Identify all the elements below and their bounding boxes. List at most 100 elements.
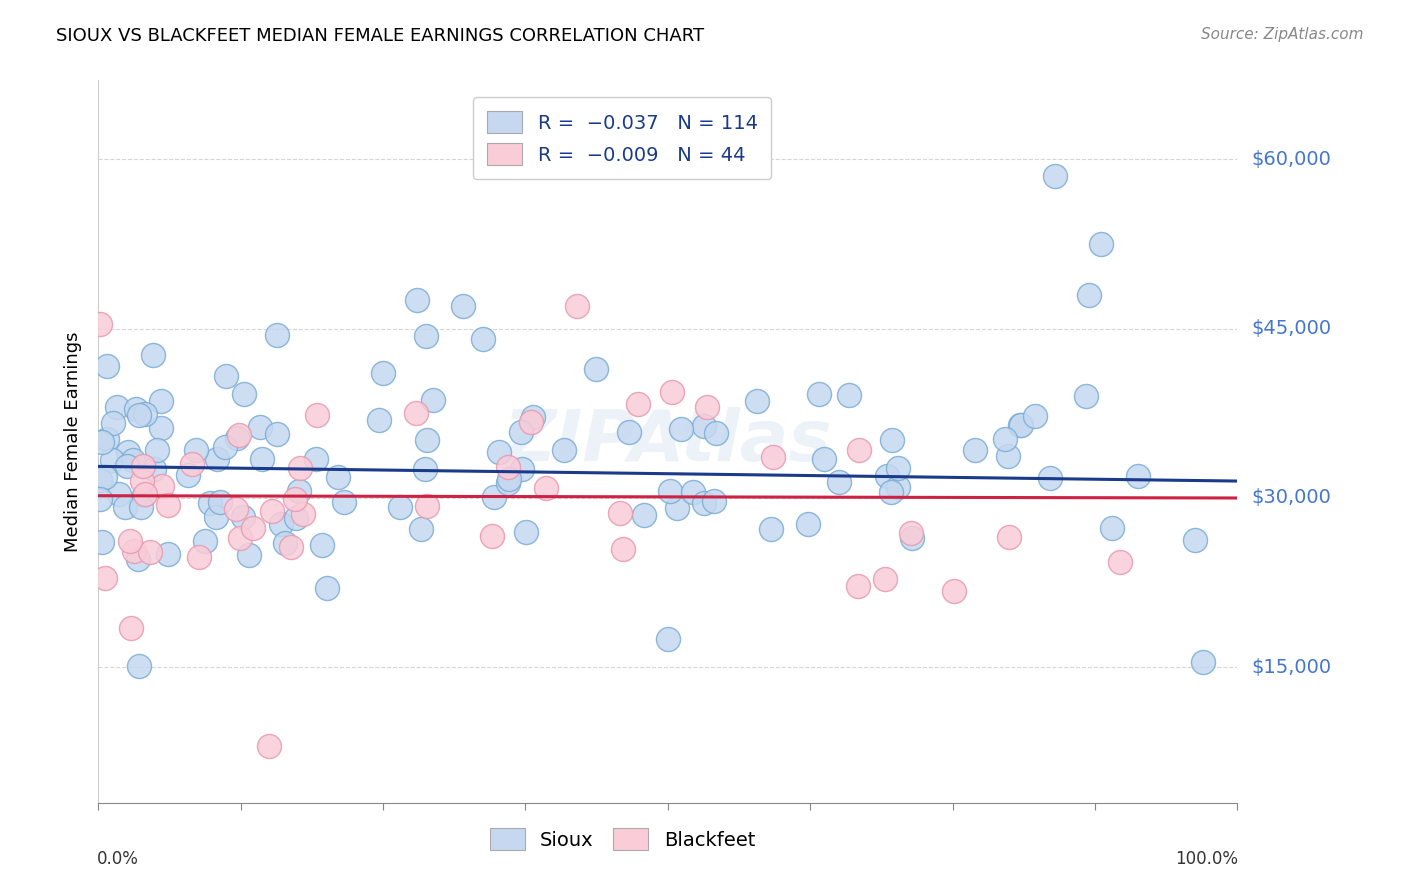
Point xyxy=(633,508,655,522)
Point xyxy=(807,387,830,401)
Point xyxy=(553,443,575,458)
Point xyxy=(103,416,125,430)
Point xyxy=(887,480,910,494)
Legend: Sioux, Blackfeet: Sioux, Blackfeet xyxy=(482,820,763,858)
Point xyxy=(270,516,292,531)
Point xyxy=(882,434,904,448)
Point xyxy=(368,412,391,426)
Point xyxy=(498,471,520,485)
Point xyxy=(249,420,271,434)
Point xyxy=(117,445,139,459)
Point xyxy=(180,457,202,471)
Point xyxy=(214,440,236,454)
Point xyxy=(876,468,898,483)
Point xyxy=(311,538,333,552)
Point xyxy=(114,500,136,515)
Point xyxy=(143,461,166,475)
Point xyxy=(1078,287,1101,301)
Point xyxy=(520,415,543,429)
Point xyxy=(134,407,156,421)
Point xyxy=(134,487,156,501)
Point xyxy=(482,490,505,504)
Point xyxy=(232,386,254,401)
Point xyxy=(108,487,131,501)
Point xyxy=(472,332,495,346)
Point xyxy=(150,479,173,493)
Point xyxy=(1043,169,1066,184)
Point xyxy=(333,495,356,509)
Point xyxy=(901,531,924,545)
Point xyxy=(150,421,173,435)
Point xyxy=(229,531,252,545)
Text: SIOUX VS BLACKFEET MEDIAN FEMALE EARNINGS CORRELATION CHART: SIOUX VS BLACKFEET MEDIAN FEMALE EARNING… xyxy=(56,27,704,45)
Point xyxy=(96,432,118,446)
Point xyxy=(242,521,264,535)
Point xyxy=(262,504,284,518)
Point xyxy=(284,491,307,506)
Point xyxy=(105,401,128,415)
Point xyxy=(305,451,328,466)
Point xyxy=(280,540,302,554)
Point xyxy=(117,458,139,473)
Point xyxy=(617,425,640,440)
Point xyxy=(565,299,588,313)
Point xyxy=(1024,409,1046,423)
Point xyxy=(887,461,910,475)
Point xyxy=(127,552,149,566)
Point xyxy=(266,427,288,442)
Point xyxy=(509,425,531,439)
Point xyxy=(89,491,111,506)
Point xyxy=(965,442,987,457)
Point xyxy=(416,499,439,513)
Point xyxy=(184,443,207,458)
Point xyxy=(658,483,681,498)
Point xyxy=(1101,521,1123,535)
Text: $30,000: $30,000 xyxy=(1251,489,1331,508)
Point xyxy=(813,452,835,467)
Point xyxy=(122,453,145,467)
Point xyxy=(118,533,141,548)
Point xyxy=(326,469,349,483)
Point xyxy=(208,495,231,509)
Point xyxy=(129,500,152,514)
Point xyxy=(156,547,179,561)
Point xyxy=(120,621,142,635)
Point xyxy=(1128,469,1150,483)
Point xyxy=(101,453,124,467)
Text: $60,000: $60,000 xyxy=(1251,150,1331,169)
Point xyxy=(177,468,200,483)
Point xyxy=(307,408,329,422)
Point xyxy=(669,422,692,436)
Point xyxy=(413,462,436,476)
Point xyxy=(205,451,228,466)
Point xyxy=(142,348,165,362)
Point xyxy=(1192,655,1215,669)
Point xyxy=(797,517,820,532)
Point xyxy=(128,659,150,673)
Point xyxy=(150,393,173,408)
Point xyxy=(406,293,429,308)
Point xyxy=(91,435,114,450)
Point xyxy=(846,578,869,592)
Point xyxy=(259,739,281,754)
Point xyxy=(703,494,725,508)
Point xyxy=(612,541,634,556)
Point xyxy=(198,496,221,510)
Point xyxy=(1184,533,1206,548)
Point xyxy=(250,452,273,467)
Point xyxy=(266,327,288,342)
Point xyxy=(761,521,783,535)
Point xyxy=(481,528,503,542)
Point xyxy=(1090,237,1112,252)
Point xyxy=(496,475,519,490)
Point xyxy=(661,384,683,399)
Point xyxy=(96,359,118,373)
Point xyxy=(287,483,309,498)
Point xyxy=(405,406,427,420)
Point xyxy=(411,522,433,536)
Point xyxy=(880,485,903,500)
Point xyxy=(122,544,145,558)
Point xyxy=(827,475,849,489)
Point xyxy=(696,400,718,414)
Point xyxy=(998,530,1021,544)
